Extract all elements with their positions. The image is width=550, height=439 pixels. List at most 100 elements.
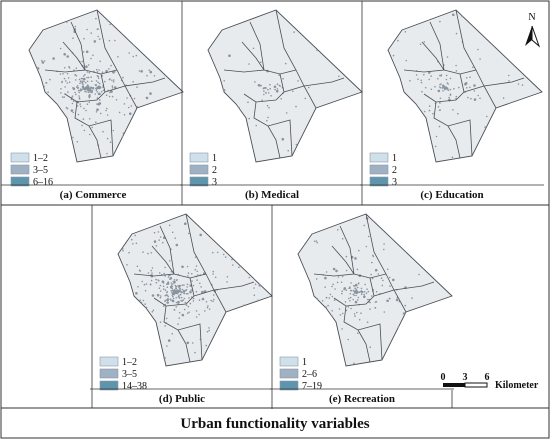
map-point: [179, 289, 181, 291]
map-point: [72, 37, 74, 39]
map-point: [163, 356, 166, 360]
map-point: [173, 282, 176, 284]
map-point: [308, 86, 310, 89]
map-point: [64, 86, 66, 88]
map-point: [453, 87, 455, 90]
map-point: [167, 339, 171, 342]
map-point: [170, 282, 173, 284]
map-point: [354, 315, 356, 317]
map-point: [404, 31, 407, 33]
map-point: [432, 112, 434, 115]
map-point: [153, 231, 156, 234]
map-point: [264, 86, 267, 89]
map-point: [171, 333, 173, 335]
map-point: [194, 351, 196, 354]
legend-label: 7–19: [302, 381, 322, 392]
map-point: [353, 292, 356, 294]
map-point: [172, 295, 174, 298]
map-point: [186, 312, 189, 314]
map-point: [78, 91, 80, 94]
map-point: [455, 70, 458, 72]
map-point: [444, 86, 446, 88]
map-point: [175, 287, 177, 289]
map-point: [205, 301, 208, 303]
map-point: [106, 114, 109, 116]
map-point: [111, 95, 114, 98]
map-points: [313, 217, 420, 365]
district-boundary: [303, 77, 345, 87]
map-point: [77, 113, 80, 116]
map-point: [122, 76, 124, 79]
map-point: [360, 312, 362, 314]
map-point: [175, 306, 177, 308]
map-point: [329, 293, 332, 296]
map-point: [402, 312, 406, 315]
district-boundary: [373, 289, 395, 297]
map-point: [397, 326, 400, 328]
legend-swatch: [99, 368, 119, 379]
north-arrow-icon: N: [525, 12, 541, 48]
map-point: [192, 297, 195, 300]
map-point: [278, 84, 281, 87]
map-point: [353, 313, 356, 315]
map-point: [90, 57, 92, 60]
map-point: [324, 276, 327, 280]
map-point: [183, 297, 186, 300]
map-point: [80, 77, 83, 80]
map-point: [397, 39, 399, 42]
map-point: [150, 279, 153, 282]
map-point: [411, 297, 413, 299]
map-point: [198, 299, 201, 301]
map-point: [206, 306, 209, 309]
map-point: [345, 255, 348, 258]
map-point: [102, 86, 104, 88]
map-point: [374, 268, 378, 272]
map-point: [173, 308, 176, 311]
map-point: [81, 124, 83, 127]
map-point: [212, 273, 214, 275]
map-point: [238, 106, 240, 109]
legend-label: 2: [392, 165, 397, 176]
map-point: [353, 362, 355, 365]
district-boundary: [213, 281, 255, 291]
map-point: [157, 279, 159, 281]
map-point: [60, 92, 62, 94]
map-point: [191, 280, 193, 282]
map-point: [352, 298, 354, 301]
map-point: [181, 284, 183, 286]
map-point: [108, 68, 110, 70]
map-point: [84, 90, 86, 93]
map-point: [89, 133, 91, 136]
map-panel-a: 1–23–56–16: [10, 9, 184, 188]
map-point: [97, 102, 101, 106]
map-point: [166, 286, 169, 288]
map-point: [159, 284, 162, 287]
map-point: [269, 87, 271, 90]
map-point: [349, 293, 352, 295]
map-point: [158, 239, 160, 241]
map-point: [86, 71, 89, 73]
map-point: [128, 251, 130, 254]
map-point: [212, 300, 214, 303]
map-point: [477, 94, 479, 97]
map-point: [428, 78, 430, 81]
map-point: [178, 317, 181, 319]
map-point: [86, 91, 88, 93]
map-point: [166, 291, 168, 293]
map-point: [81, 60, 83, 63]
map-outline: [297, 213, 453, 367]
legend-label: 1: [302, 357, 307, 368]
map-point: [115, 99, 118, 101]
map-point: [177, 291, 180, 293]
map-point: [81, 80, 84, 83]
map-point: [339, 314, 342, 316]
map-point: [195, 265, 198, 267]
map-point: [189, 290, 192, 294]
map-point: [185, 289, 187, 292]
map-point: [82, 85, 84, 88]
legend-label: 1–2: [33, 153, 48, 164]
map-point: [112, 129, 115, 132]
map-point: [222, 89, 226, 92]
district-boundary: [159, 225, 175, 275]
